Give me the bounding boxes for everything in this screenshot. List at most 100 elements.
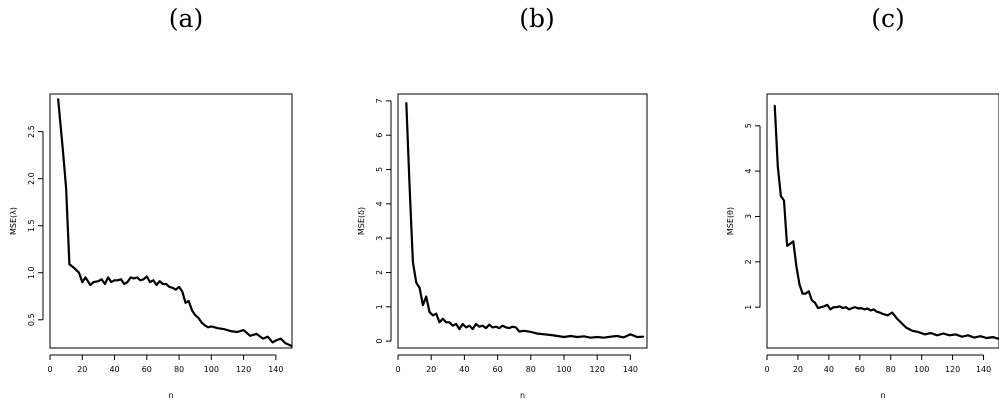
x-axis-label-a: n xyxy=(168,391,173,400)
data-point-a xyxy=(89,284,91,286)
x-tick-label-b: 100 xyxy=(556,365,571,374)
x-tick-label-a: 20 xyxy=(77,365,87,374)
data-point-b xyxy=(505,326,507,329)
data-point-c xyxy=(845,306,847,308)
plot-frame-a xyxy=(49,93,293,349)
data-point-b xyxy=(492,326,494,329)
data-point-c xyxy=(860,307,862,309)
x-tick-label-c: 20 xyxy=(793,365,803,374)
y-tick-label-b: 7 xyxy=(375,98,384,103)
x-tick-label-a: 60 xyxy=(142,365,152,374)
data-point-b xyxy=(472,328,474,330)
data-point-b xyxy=(636,336,638,338)
data-point-a xyxy=(155,284,158,286)
data-point-a xyxy=(65,187,67,189)
y-tick-label-a: 0.5 xyxy=(27,313,36,326)
data-point-c xyxy=(783,199,785,202)
data-point-c xyxy=(829,308,832,311)
data-point-a xyxy=(57,98,59,100)
x-tick-label-b: 120 xyxy=(590,365,605,374)
x-tick-label-b: 140 xyxy=(623,365,638,374)
data-point-c xyxy=(948,334,951,336)
data-point-b xyxy=(425,295,427,298)
data-point-c xyxy=(839,305,841,307)
y-tick-label-b: 4 xyxy=(375,201,384,206)
data-point-a xyxy=(275,339,277,342)
y-tick-label-c: 1 xyxy=(744,305,753,310)
data-point-b xyxy=(405,101,407,104)
data-point-c xyxy=(942,332,944,335)
panel-title-c: (c) xyxy=(871,4,905,33)
data-point-a xyxy=(62,149,64,152)
data-point-a xyxy=(113,279,116,281)
data-point-a xyxy=(172,287,174,289)
data-point-a xyxy=(210,325,212,327)
y-axis-label-c: MSE(θ) xyxy=(726,207,735,235)
x-tick-label-c: 120 xyxy=(945,365,960,374)
data-point-b xyxy=(563,336,565,338)
data-point-c xyxy=(986,337,988,339)
y-tick-label-c: 4 xyxy=(744,169,753,174)
data-point-c xyxy=(882,313,884,315)
y-tick-label-c: 3 xyxy=(744,214,753,219)
data-point-c xyxy=(826,304,828,306)
data-point-b xyxy=(596,336,598,338)
x-tick-label-b: 20 xyxy=(426,365,436,374)
data-point-c xyxy=(811,299,813,301)
data-point-a xyxy=(184,302,187,304)
data-point-b xyxy=(455,323,457,325)
data-point-a xyxy=(136,276,138,279)
data-point-b xyxy=(438,321,441,323)
data-point-c xyxy=(805,292,807,295)
data-point-a xyxy=(162,283,164,285)
y-axis-label-a: MSE(λ) xyxy=(9,207,18,235)
data-point-c xyxy=(900,322,903,324)
data-point-a xyxy=(181,290,183,293)
data-point-b xyxy=(570,335,572,337)
data-point-b xyxy=(609,336,612,338)
series-line-c xyxy=(773,105,999,340)
data-point-b xyxy=(543,333,545,335)
data-point-b xyxy=(643,336,645,338)
data-point-a xyxy=(230,330,232,332)
data-point-a xyxy=(78,272,80,274)
data-point-b xyxy=(508,327,510,329)
y-tick-label-b: 3 xyxy=(375,236,384,241)
data-point-a xyxy=(280,337,282,340)
data-point-b xyxy=(498,327,500,329)
data-point-a xyxy=(68,263,70,265)
data-point-a xyxy=(117,279,119,281)
y-tick-label-b: 5 xyxy=(375,167,384,172)
data-point-c xyxy=(836,306,838,308)
data-point-a xyxy=(104,283,106,285)
data-point-c xyxy=(777,165,779,168)
data-point-b xyxy=(515,326,517,329)
data-point-a xyxy=(92,281,95,283)
data-point-c xyxy=(967,334,969,336)
data-point-b xyxy=(435,313,437,315)
panel-title-b: (b) xyxy=(519,4,555,33)
series-line-b xyxy=(405,102,644,339)
data-point-c xyxy=(896,317,898,320)
data-point-a xyxy=(165,283,167,285)
data-point-a xyxy=(272,341,274,343)
data-point-c xyxy=(992,336,994,338)
y-tick-label-b: 0 xyxy=(375,339,384,344)
data-point-a xyxy=(188,300,190,302)
x-tick-label-a: 140 xyxy=(268,365,283,374)
data-point-a xyxy=(133,277,135,279)
data-point-b xyxy=(511,326,514,328)
data-point-b xyxy=(536,332,539,335)
data-point-a xyxy=(217,327,219,329)
data-point-c xyxy=(979,335,982,337)
data-point-c xyxy=(930,332,932,334)
data-point-a xyxy=(236,331,238,333)
data-point-a xyxy=(130,276,132,279)
data-point-b xyxy=(530,331,532,333)
data-point-c xyxy=(848,308,850,311)
y-axis-label-b: MSE(δ) xyxy=(357,207,366,235)
data-point-b xyxy=(412,261,414,263)
data-point-c xyxy=(808,290,810,292)
data-point-a xyxy=(255,333,258,335)
data-point-b xyxy=(415,282,417,284)
